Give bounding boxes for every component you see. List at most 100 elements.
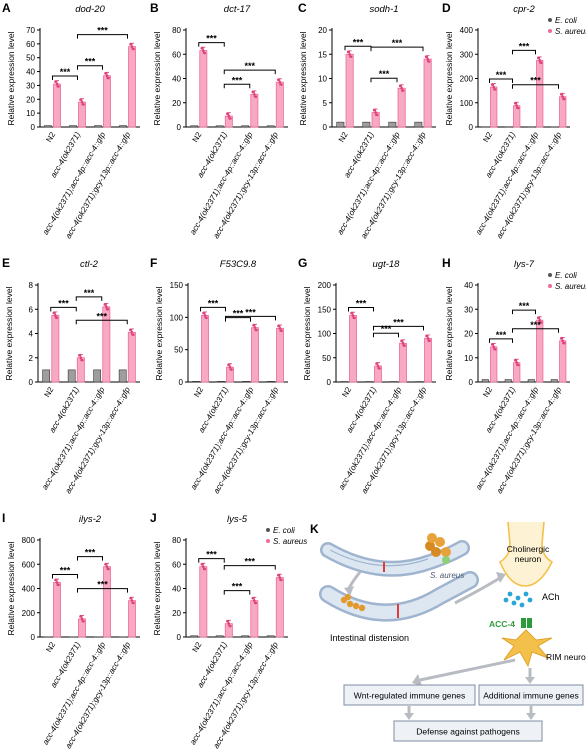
bar-saureus [277, 328, 284, 382]
bar-saureus [129, 601, 136, 637]
data-point [538, 59, 541, 62]
y-tick-label: 50 [174, 346, 183, 355]
bar-ecoli [242, 636, 249, 637]
bar-saureus [276, 578, 283, 637]
data-point [132, 48, 135, 51]
data-point [104, 563, 107, 566]
y-axis-label: Relative expression level [152, 541, 162, 635]
data-point [80, 356, 83, 359]
data-point [129, 597, 132, 600]
data-point [352, 314, 355, 317]
significance-stars: *** [60, 565, 71, 575]
data-point [81, 101, 84, 104]
y-axis-label: Relative expression level [6, 31, 16, 125]
data-point [494, 88, 497, 91]
data-point [515, 104, 518, 107]
significance-stars: *** [496, 70, 507, 80]
defense-label: Defense against pathogens [416, 727, 520, 737]
data-point [427, 337, 430, 340]
data-point [252, 324, 255, 327]
bar-saureus [104, 567, 111, 637]
chart-title: F53C9.8 [220, 259, 257, 270]
data-point [563, 98, 566, 101]
legend-dot-saureus [548, 29, 552, 33]
bar-saureus [104, 76, 111, 127]
data-point [79, 615, 82, 618]
significance-stars: *** [393, 317, 404, 327]
bar-saureus [79, 102, 86, 127]
bar-ecoli [482, 380, 488, 382]
bar-saureus [491, 87, 497, 127]
significance-stars: *** [97, 26, 108, 36]
y-tick-label: 100 [318, 330, 332, 339]
y-tick-label: 0 [29, 378, 34, 387]
bar-saureus [200, 51, 207, 127]
data-point [228, 115, 231, 118]
legend-dot-ecoli [548, 273, 552, 277]
y-tick-label: 100 [460, 99, 474, 108]
data-point [515, 361, 518, 364]
data-point [56, 83, 59, 86]
data-point [353, 317, 356, 320]
x-tick-label: N2 [337, 130, 350, 144]
legend-label-saureus: S. aureus [555, 27, 586, 36]
significance-stars: *** [244, 61, 255, 71]
y-tick-label: 10 [26, 109, 35, 118]
data-point [374, 111, 377, 114]
y-tick-label: 50 [26, 54, 35, 63]
data-point [425, 335, 428, 338]
data-point [540, 61, 543, 64]
y-tick-label: 40 [172, 75, 181, 84]
data-point [227, 363, 230, 366]
x-tick-label: N2 [44, 130, 57, 144]
significance-stars: *** [530, 320, 541, 330]
bar-ecoli [191, 126, 198, 127]
data-point [105, 306, 108, 309]
y-tick-label: 40 [26, 68, 35, 77]
data-point [277, 325, 280, 328]
data-point [132, 333, 135, 336]
bar-saureus [560, 341, 566, 382]
data-point [57, 85, 60, 88]
data-point [348, 53, 351, 56]
data-point [494, 348, 497, 351]
significance-stars: *** [208, 298, 219, 308]
data-point [280, 329, 283, 332]
bar-ecoli [267, 126, 274, 127]
bar-ecoli [337, 122, 344, 127]
y-tick-label: 20 [172, 99, 181, 108]
data-point [514, 102, 517, 105]
bar-saureus [424, 59, 431, 127]
data-point [402, 342, 405, 345]
legend-label-ecoli: E. coli [555, 271, 577, 280]
data-point [428, 60, 431, 63]
y-tick-label: 0 [177, 633, 182, 642]
y-tick-label: 20 [26, 95, 35, 104]
panel-letter: E [2, 256, 10, 270]
data-point [399, 85, 402, 88]
y-tick-label: 20 [172, 609, 181, 618]
y-axis-label: Relative expression level [444, 31, 454, 125]
data-point [350, 312, 353, 315]
data-point [280, 83, 283, 86]
data-point [204, 568, 207, 571]
bar-ecoli [68, 370, 75, 382]
y-tick-label: 200 [460, 75, 474, 84]
y-tick-label: 400 [22, 585, 36, 594]
significance-stars: *** [519, 301, 530, 311]
legend-dot-saureus [548, 284, 552, 288]
bar-ecoli [120, 126, 127, 127]
data-point [255, 329, 258, 332]
data-point [104, 72, 107, 75]
data-point [229, 117, 232, 120]
data-point [202, 565, 205, 568]
data-point [428, 339, 431, 342]
data-point [201, 47, 204, 50]
bar-saureus [200, 567, 207, 637]
acc4-label: ACC-4 [489, 619, 515, 629]
bar-ecoli [389, 122, 396, 127]
